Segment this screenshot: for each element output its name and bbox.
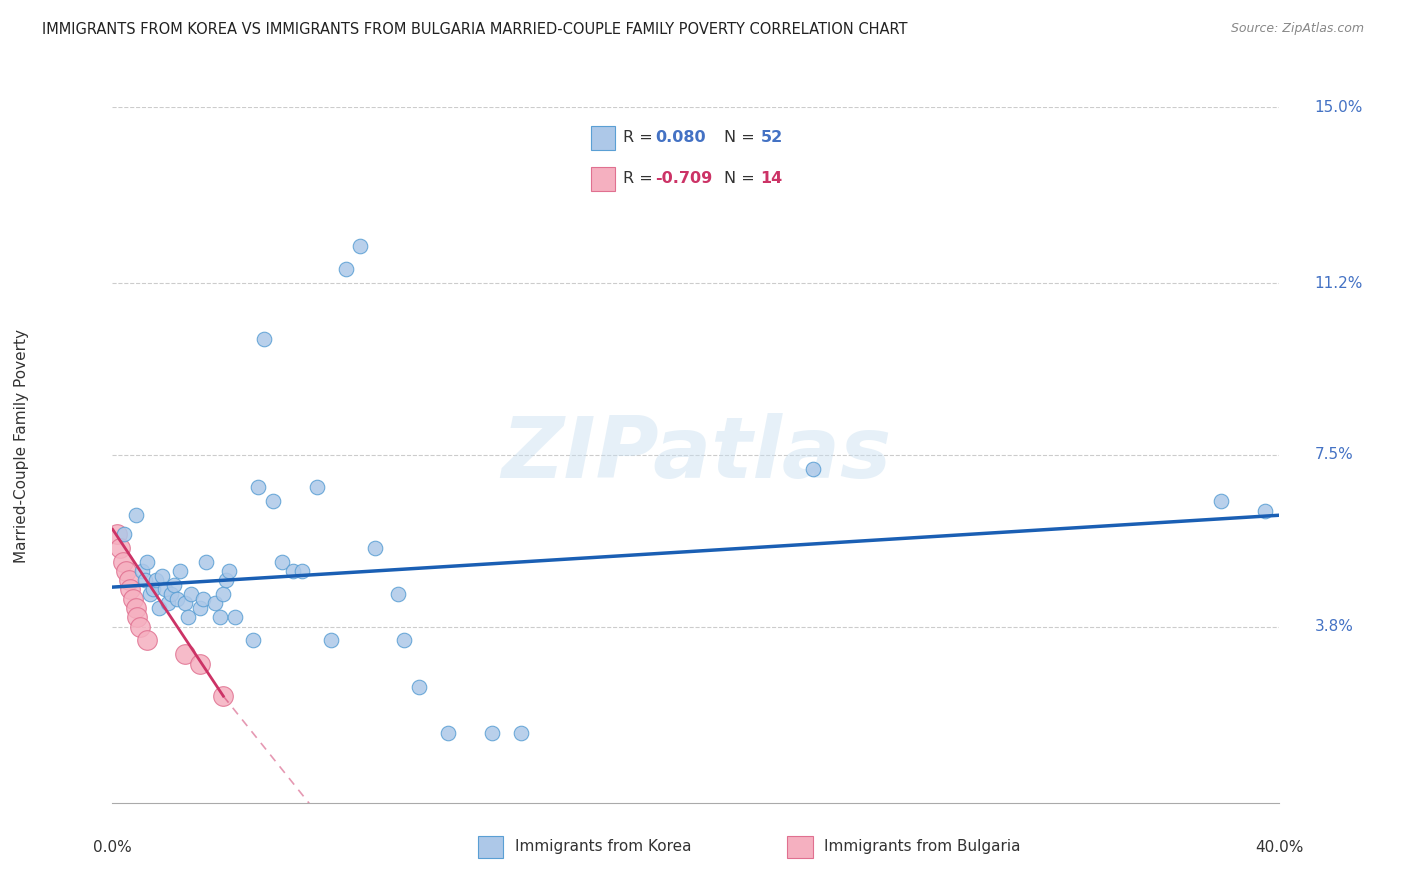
- Text: Source: ZipAtlas.com: Source: ZipAtlas.com: [1230, 22, 1364, 36]
- Point: [145, 573, 167, 587]
- Point: [139, 587, 162, 601]
- Point: [194, 555, 217, 569]
- Point: [174, 596, 197, 610]
- Point: [305, 480, 328, 494]
- Point: [134, 573, 156, 587]
- Point: [392, 633, 416, 648]
- Point: [1254, 503, 1277, 517]
- Point: [212, 587, 235, 601]
- Point: [291, 564, 314, 578]
- Point: [188, 657, 211, 671]
- Point: [218, 564, 240, 578]
- Point: [122, 591, 145, 606]
- Text: 40.0%: 40.0%: [1256, 840, 1303, 855]
- Point: [108, 541, 131, 555]
- Text: 15.0%: 15.0%: [1315, 100, 1362, 114]
- Text: 52: 52: [761, 130, 783, 145]
- Point: [262, 494, 284, 508]
- Bar: [591, 167, 616, 191]
- Point: [174, 648, 197, 662]
- Point: [204, 596, 226, 610]
- Point: [127, 610, 149, 624]
- Point: [163, 578, 186, 592]
- Text: 3.8%: 3.8%: [1315, 619, 1354, 634]
- Point: [129, 619, 152, 633]
- Point: [801, 462, 824, 476]
- Text: 0.080: 0.080: [655, 130, 706, 145]
- Point: [131, 564, 153, 578]
- Point: [156, 596, 179, 610]
- Text: IMMIGRANTS FROM KOREA VS IMMIGRANTS FROM BULGARIA MARRIED-COUPLE FAMILY POVERTY : IMMIGRANTS FROM KOREA VS IMMIGRANTS FROM…: [42, 22, 908, 37]
- Point: [112, 526, 135, 541]
- Point: [212, 689, 235, 703]
- Text: 14: 14: [761, 171, 783, 186]
- Point: [509, 726, 531, 740]
- Point: [111, 555, 134, 569]
- Point: [166, 591, 188, 606]
- Point: [335, 262, 357, 277]
- Text: Immigrants from Bulgaria: Immigrants from Bulgaria: [824, 839, 1021, 855]
- Text: -0.709: -0.709: [655, 171, 711, 186]
- Text: R =: R =: [623, 171, 658, 186]
- Point: [481, 726, 503, 740]
- Text: ZIPatlas: ZIPatlas: [501, 413, 891, 497]
- Point: [105, 526, 128, 541]
- Point: [270, 555, 292, 569]
- Point: [224, 610, 246, 624]
- Point: [169, 564, 191, 578]
- Point: [283, 564, 305, 578]
- Point: [177, 610, 200, 624]
- Point: [1209, 494, 1232, 508]
- Point: [125, 508, 148, 523]
- Bar: [591, 126, 616, 150]
- Point: [153, 582, 176, 597]
- Point: [117, 573, 139, 587]
- Point: [247, 480, 270, 494]
- Text: 0.0%: 0.0%: [93, 840, 132, 855]
- Point: [408, 680, 430, 694]
- Point: [136, 633, 159, 648]
- Text: N =: N =: [724, 130, 759, 145]
- Point: [191, 591, 214, 606]
- Point: [321, 633, 343, 648]
- Point: [118, 582, 141, 597]
- Point: [242, 633, 264, 648]
- Text: R =: R =: [623, 130, 658, 145]
- Text: Immigrants from Korea: Immigrants from Korea: [515, 839, 692, 855]
- Point: [160, 587, 183, 601]
- Point: [349, 239, 371, 253]
- Point: [136, 555, 159, 569]
- Point: [253, 332, 276, 346]
- Point: [148, 601, 170, 615]
- Text: 7.5%: 7.5%: [1315, 448, 1353, 462]
- Point: [150, 568, 173, 582]
- Point: [125, 601, 148, 615]
- Text: N =: N =: [724, 171, 759, 186]
- Text: 11.2%: 11.2%: [1315, 276, 1362, 291]
- Point: [364, 541, 387, 555]
- Point: [437, 726, 460, 740]
- Text: Married-Couple Family Poverty: Married-Couple Family Poverty: [14, 329, 28, 563]
- Point: [209, 610, 232, 624]
- Point: [387, 587, 409, 601]
- Point: [188, 601, 211, 615]
- Point: [180, 587, 202, 601]
- Point: [142, 582, 165, 597]
- Point: [114, 564, 136, 578]
- Point: [215, 573, 238, 587]
